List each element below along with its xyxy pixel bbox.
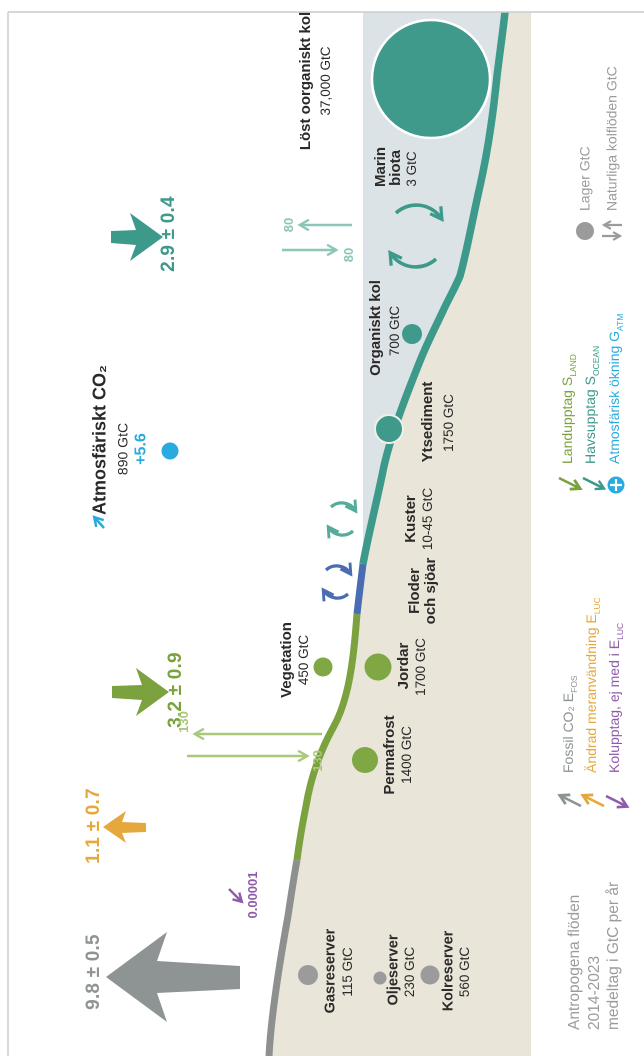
legend-atm-growth-icon [607,476,625,494]
coasts-value: 10-45 GtC [419,487,435,551]
gas-reserves-label: Gasreserver [322,928,339,1014]
atmospheric-co2-dot [161,442,179,460]
legend-fossil-text: Fossil CO₂ E [560,692,577,773]
legend-natural-flux-icon [602,225,622,236]
atmospheric-co2-title: Atmosfäriskt CO₂ [89,364,110,516]
surface-sediment-dot [374,414,404,444]
coal-reserves-value: 560 GtC [456,946,472,998]
legend-atm-growth-sub: ATM [614,313,625,331]
atmospheric-growth-value: +5.6 [132,433,150,465]
dissolved-inorganic-carbon-circle [370,18,492,140]
soils-dot [364,653,392,681]
legend-uptake-sub: LUC [614,622,625,640]
soils-value: 1700 GtC [412,638,428,696]
permafrost-dot [352,747,378,773]
legend-landuse-sub: LUC [591,597,602,615]
legend-stock-dot-icon [576,222,594,240]
ocean-water-area [363,12,505,564]
page-border-lines [7,11,644,1056]
legend-landsink-text: Landupptag S [559,376,576,464]
legend-title-line2: 2014-2023 [585,955,603,1030]
organic-carbon-dot [402,324,422,344]
legend-landuse-arrow-icon [584,796,605,808]
ocean-sink-arrow [111,213,163,261]
marine-biota-label-line2: biota [387,150,405,186]
sediment-label: Ytsediment [419,381,437,463]
gas-reserves-dot [298,965,318,985]
respiration-value: 130 [310,750,326,772]
ocean-uptake-value: 80 [341,247,357,263]
dissolved-inorganic-value: 37,000 GtC [317,46,333,116]
marine-biota-cycle-icon [388,203,444,269]
vegetation-dot [313,657,333,677]
marine-biota-value: 3 GtC [403,151,419,187]
oil-reserves-value: 230 GtC [401,946,417,998]
terrain-line-urban-gray [265,859,301,1056]
vegetation-value: 450 GtC [295,634,311,686]
legend-stocks-label: Lager GtC [576,146,593,211]
land-use-emission-arrow [103,811,146,843]
legend-fossil-arrow-icon [561,796,582,808]
small-uptake-arrow [228,888,244,904]
legend-uptake-arrow-icon [605,794,630,809]
atmospheric-co2-stock: 890 GtC [114,422,131,476]
coal-reserves-label: Kolreserver [440,930,457,1012]
vegetation-label: Vegetation [278,622,296,698]
coastal-cycle-icon [326,499,358,539]
legend-oceansink-label: Havsupptag SOCEAN [582,345,601,464]
legend-title-line1: Antropogena flöden [565,894,583,1030]
coal-reserves-dot [420,965,440,985]
oil-reserves-dot [373,971,387,985]
rivers-label-line2: och sjöar [422,557,440,625]
small-uptake-value: 0.00001 [245,871,261,919]
land-use-flux-value: 1.1 ± 0.7 [83,788,105,864]
legend-atm-growth-label: Atmosfärisk ökning GATM [606,313,625,464]
terrain-line-river-blue [353,563,367,615]
legend-fossil-label: Fossil CO₂ EFOS [560,675,579,773]
land-sink-arrow [112,668,169,716]
ocean-sink-value: 2.9 ± 0.4 [158,196,180,272]
land-underground-area [269,12,531,1056]
legend-oceansink-arrow-icon [582,476,607,491]
dissolved-inorganic-label: Löst oorganiskt kol [297,11,315,151]
legend-landuse-label: Ändrad meranvändning ELUC [583,597,602,773]
fossil-emission-arrow [106,932,240,1022]
sediment-value: 1750 GtC [440,394,456,452]
coasts-label: Kuster [402,495,420,543]
soils-label: Jordar [395,642,413,690]
legend-oceansink-sub: OCEAN [590,345,601,377]
terrain-line-vegetation-green [293,613,361,861]
coast-seabed-line-teal [359,11,509,565]
atmospheric-trend-arrow [92,515,105,529]
permafrost-value: 1400 GtC [398,726,414,784]
legend-atm-growth-text: Atmosfärisk ökning G [606,330,623,464]
legend-landsink-arrow-icon [558,476,579,488]
photosynthesis-value: 130 [176,711,192,733]
legend-oceansink-text: Havsupptag S [582,376,599,464]
rivers-label-line1: Floder [406,568,424,614]
ocean-release-value: 80 [281,217,297,233]
legend-landsink-label: Landupptag SLAND [559,354,578,464]
gas-reserves-value: 115 GtC [339,947,355,997]
organic-carbon-label: Organiskt kol [367,280,385,376]
legend-landuse-text: Ändrad meranvändning E [583,614,600,773]
organic-carbon-value: 700 GtC [386,305,402,357]
fossil-flux-value: 9.8 ± 0.5 [83,934,105,1010]
river-cycle-icon [321,562,353,602]
legend-uptake-label: Kolupptag, ej med i ELUC [606,622,625,773]
legend-uptake-text: Kolupptag, ej med i E [606,639,623,773]
legend-title-line3: medeltag i GtC per år [604,881,622,1030]
legend-natural-flux-label: Naturliga kolflöden GtC [603,66,620,211]
permafrost-label: Permafrost [381,715,399,795]
legend-landsink-sub: LAND [567,354,578,377]
oil-reserves-label: Oljeserver [385,934,402,1006]
legend-fossil-sub: FOS [568,675,579,693]
